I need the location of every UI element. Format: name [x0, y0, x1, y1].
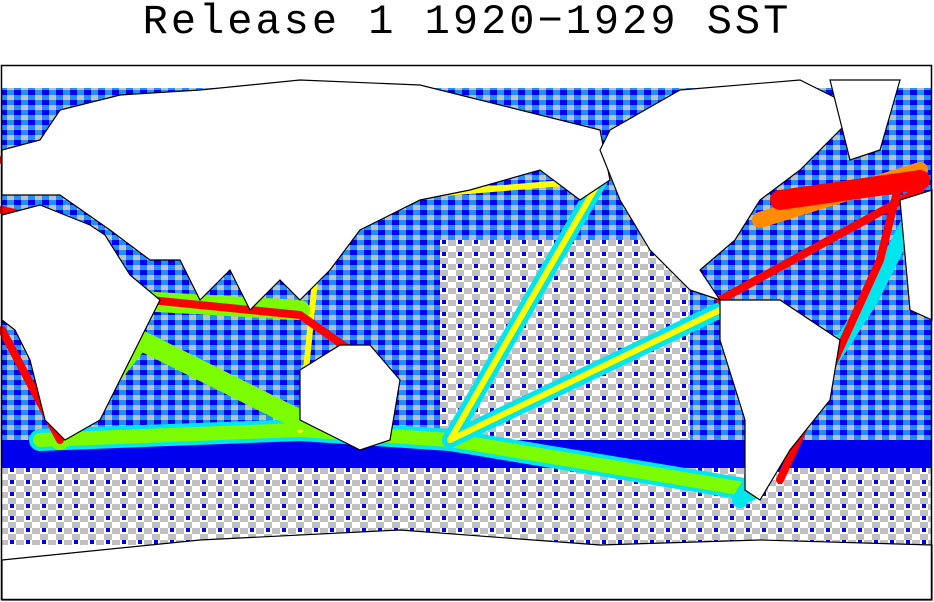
continents — [1, 79, 933, 601]
north-america — [599, 79, 862, 302]
eurasia — [1, 79, 611, 312]
south-america — [719, 299, 841, 501]
map-title: Release 1 1920−1929 SST — [142, 0, 792, 46]
map-frame — [0, 64, 933, 601]
lane — [770, 170, 930, 210]
africa — [1, 204, 161, 441]
greenland — [829, 79, 901, 161]
southern-ocean — [2, 465, 932, 545]
australia — [299, 344, 401, 451]
lane — [297, 177, 723, 443]
